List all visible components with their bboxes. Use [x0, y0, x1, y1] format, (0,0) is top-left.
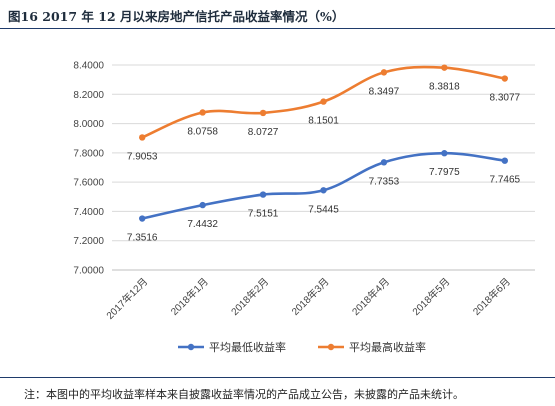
legend: 平均最低收益率 平均最高收益率 [178, 340, 426, 354]
data-label: 7.7465 [489, 175, 520, 186]
x-tick-label: 2018年6月 [470, 275, 513, 318]
data-point [259, 191, 267, 198]
gridlines [112, 64, 535, 271]
legend-label: 平均最低收益率 [209, 340, 286, 354]
data-point [380, 69, 388, 76]
data-point [139, 134, 146, 141]
title-rule [0, 28, 555, 29]
x-tick-label: 2017年12月 [103, 275, 150, 322]
data-label: 7.7975 [429, 167, 460, 178]
data-point [441, 64, 448, 71]
figure-title: 图16 2017 年 12 月以来房地产信托产品收益率情况（%） [8, 9, 345, 24]
y-tick-label: 7.4000 [73, 207, 104, 218]
x-axis-ticks: 2017年12月 2018年1月 2018年2月 2018年3月 2018年4月 2018… [103, 275, 513, 322]
y-tick-label: 8.4000 [73, 61, 104, 72]
y-tick-label: 7.6000 [73, 178, 104, 189]
data-point [199, 201, 206, 209]
y-tick-label: 7.2000 [73, 236, 104, 247]
data-label: 8.0758 [187, 126, 218, 137]
data-point [259, 109, 267, 117]
data-point [501, 157, 508, 164]
data-label: 7.5445 [308, 204, 339, 215]
data-point [320, 187, 327, 194]
legend-marker [327, 343, 335, 351]
data-point [320, 98, 327, 105]
series-lines [139, 64, 508, 222]
y-tick-label: 7.8000 [73, 148, 104, 159]
x-tick-label: 2018年2月 [228, 275, 271, 318]
data-label: 7.7353 [369, 176, 400, 187]
data-label: 7.4432 [187, 219, 218, 230]
data-point [441, 150, 448, 157]
y-tick-label: 8.0000 [73, 119, 104, 130]
data-point [501, 75, 508, 82]
x-tick-label: 2018年5月 [409, 275, 452, 318]
data-label: 8.1501 [308, 116, 339, 127]
data-label: 8.3077 [489, 93, 520, 104]
legend-label: 平均最高收益率 [349, 340, 426, 354]
data-label: 8.0727 [248, 127, 279, 138]
data-labels: 7.3516 7.4432 7.5151 7.5445 7.7353 7.7975 7.74… [127, 82, 521, 244]
data-label: 8.3818 [429, 82, 460, 93]
x-tick-label: 2018年3月 [289, 275, 332, 318]
data-label: 7.5151 [248, 209, 279, 220]
data-point [380, 159, 388, 166]
x-tick-label: 2018年1月 [168, 275, 211, 318]
y-tick-label: 8.2000 [73, 90, 104, 101]
y-tick-label: 7.0000 [73, 266, 104, 277]
line-chart: 7.0000 7.2000 7.4000 7.6000 7.8000 8.0000 8.20… [73, 61, 535, 354]
data-point [139, 215, 146, 222]
note-rule [0, 377, 555, 378]
legend-marker [187, 343, 195, 351]
data-label: 8.3497 [369, 86, 400, 97]
y-axis-ticks: 7.0000 7.2000 7.4000 7.6000 7.8000 8.0000 8.20… [73, 61, 104, 277]
x-tick-label: 2018年4月 [349, 275, 392, 318]
data-label: 7.3516 [127, 233, 158, 244]
data-label: 7.9053 [127, 151, 158, 162]
footnote: 注：本图中的平均收益率样本来自披露收益率情况的产品成立公告，未披露的产品未统计。 [24, 388, 464, 401]
data-point [199, 109, 206, 116]
